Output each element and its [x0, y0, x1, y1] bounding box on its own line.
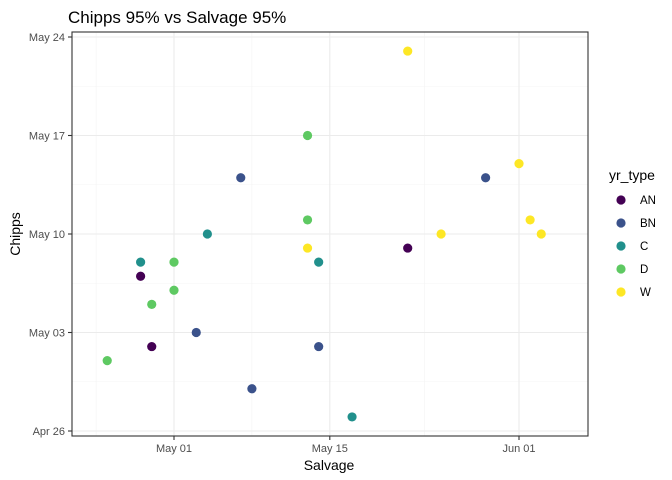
data-point-c — [347, 412, 357, 422]
data-point-c — [314, 257, 324, 267]
data-point-w — [536, 229, 546, 239]
data-points — [102, 46, 546, 422]
data-point-d — [147, 299, 157, 309]
data-point-an — [136, 271, 146, 281]
legend-label-bn: BN — [640, 218, 656, 230]
data-point-d — [169, 257, 179, 267]
x-axis: May 01 May 15 Jun 01 — [156, 436, 536, 455]
data-point-c — [202, 229, 212, 239]
y-tick-label: May 03 — [29, 328, 65, 340]
legend-key-w — [616, 287, 626, 297]
legend-key-d — [616, 264, 626, 274]
data-point-bn — [236, 173, 246, 183]
legend: yr_type AN BN CDW — [609, 167, 656, 299]
data-point-an — [403, 243, 413, 253]
x-tick-label: Jun 01 — [502, 443, 535, 455]
x-tick-label: May 01 — [156, 443, 192, 455]
data-point-w — [525, 215, 535, 225]
y-tick-label: Apr 26 — [33, 426, 65, 438]
y-axis-title: Chipps — [7, 212, 23, 256]
data-point-w — [436, 229, 446, 239]
data-point-bn — [481, 173, 491, 183]
y-tick-label: May 10 — [29, 229, 65, 241]
data-point-bn — [191, 327, 201, 338]
data-point-d — [169, 285, 179, 295]
y-axis: Apr 26 May 03 May 10 May 17 May 24 — [29, 32, 72, 438]
grid-lines — [72, 32, 588, 436]
chart-title: Chipps 95% vs Salvage 95% — [68, 8, 286, 27]
x-axis-title: Salvage — [304, 457, 355, 473]
y-tick-label: May 17 — [29, 131, 65, 143]
data-point-an — [147, 341, 157, 352]
legend-label-w: W — [640, 287, 651, 299]
data-point-bn — [247, 384, 257, 394]
x-tick-label: May 15 — [312, 443, 348, 455]
data-point-d — [302, 215, 313, 225]
data-point-d — [302, 130, 313, 141]
data-point-d — [102, 356, 112, 366]
data-point-w — [403, 46, 413, 56]
data-point-c — [136, 257, 146, 267]
legend-label-c: C — [640, 241, 648, 253]
data-point-w — [302, 243, 313, 253]
y-tick-label: May 24 — [29, 32, 65, 44]
data-point-w — [514, 159, 524, 169]
data-point-bn — [314, 341, 324, 352]
legend-key-an — [616, 195, 626, 205]
legend-label-an: AN — [640, 195, 656, 207]
legend-key-c — [616, 241, 626, 251]
legend-title: yr_type — [609, 167, 655, 183]
legend-key-bn — [616, 218, 626, 228]
legend-label-d: D — [640, 264, 648, 276]
